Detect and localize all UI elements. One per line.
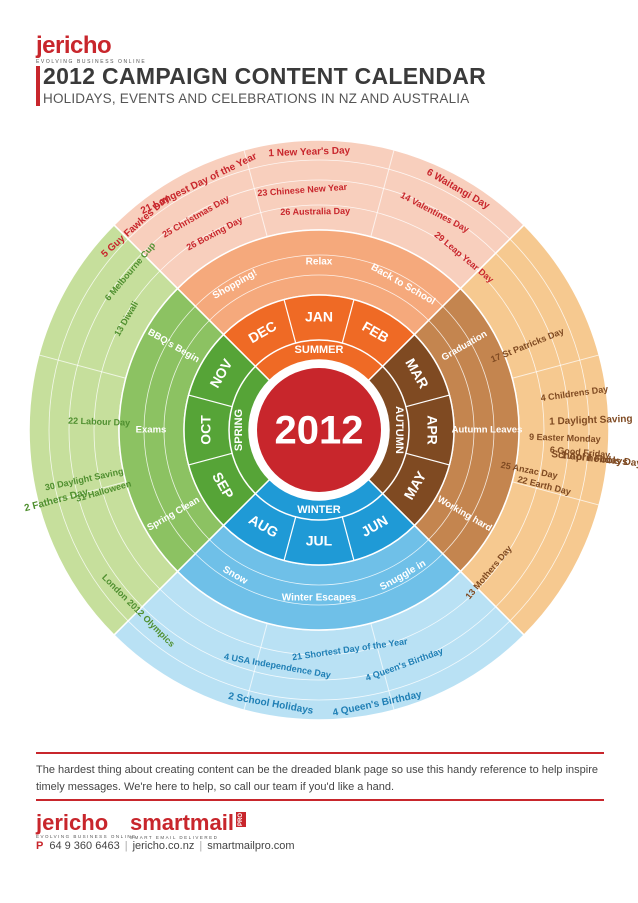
center-year: 2012	[275, 409, 364, 453]
event-10: 9 Easter Monday	[529, 432, 601, 444]
footer-logo-wordmark: jericho	[36, 810, 109, 835]
phone-number[interactable]: 64 9 360 6463	[49, 840, 120, 852]
theme-7: Winter Escapes	[282, 593, 357, 604]
logo-tagline: EVOLVING BUSINESS ONLINE	[36, 59, 147, 65]
season-label-autumn: AUTUMN	[393, 406, 405, 454]
footer-rule-top	[36, 752, 604, 754]
event-3: 26 Australia Day	[280, 206, 350, 217]
month-apr: APR	[424, 415, 440, 445]
footer-message: The hardest thing about creating content…	[36, 764, 598, 793]
theme-10: Exams	[136, 425, 167, 436]
contact-line: P 64 9 360 6463 | jericho.co.nz | smartmailpr…	[36, 840, 295, 852]
footer-jericho-logo: jericho EVOLVING BUSINESS ONLINE	[36, 810, 137, 840]
footer-logo-tagline: EVOLVING BUSINESS ONLINE	[36, 834, 137, 839]
event-0: 1 New Year's Day	[268, 145, 350, 159]
phone-label: P	[36, 840, 44, 852]
smartmail-link[interactable]: smartmailpro.com	[207, 840, 295, 852]
season-ring-summer	[222, 294, 416, 382]
center-year-circle	[257, 368, 381, 492]
logo-wordmark: jericho	[36, 32, 112, 59]
season-ring-spring	[183, 333, 271, 527]
event-14: 1 Daylight Saving	[549, 414, 633, 428]
smartmail-logo: smartmail PRO SMART EMAIL DELIVERED	[130, 812, 246, 840]
theme-4: Autumn Leaves	[452, 425, 523, 436]
season-label-spring: SPRING	[233, 409, 245, 451]
season-label-winter: WINTER	[297, 504, 340, 516]
month-jan: JAN	[305, 309, 333, 325]
calendar-wheel: DECJANFEBSUMMERMARAPRMAYAUTUMNJUNJULAUGW…	[23, 139, 638, 721]
month-jul: JUL	[306, 533, 333, 549]
season-label-summer: SUMMER	[295, 344, 344, 356]
smartmail-pro-badge: PRO	[235, 812, 246, 828]
event-25: 22 Labour Day	[68, 416, 130, 428]
page-title: 2012 CAMPAIGN CONTENT CALENDAR	[43, 63, 487, 89]
smartmail-wordmark: smartmail	[130, 810, 234, 835]
season-ring-winter	[222, 478, 416, 566]
month-oct: OCT	[198, 415, 214, 445]
page-subtitle: HOLIDAYS, EVENTS AND CELEBRATIONS IN NZ …	[43, 91, 470, 106]
season-ring-autumn	[367, 333, 455, 527]
title-accent-bar	[36, 66, 40, 106]
footer-rule-bottom	[36, 799, 604, 801]
jericho-logo: jericho EVOLVING BUSINESS ONLINE	[36, 32, 147, 66]
theme-1: Relax	[306, 257, 333, 268]
smartmail-tagline: SMART EMAIL DELIVERED	[130, 835, 219, 840]
jericho-link[interactable]: jericho.co.nz	[132, 840, 195, 852]
